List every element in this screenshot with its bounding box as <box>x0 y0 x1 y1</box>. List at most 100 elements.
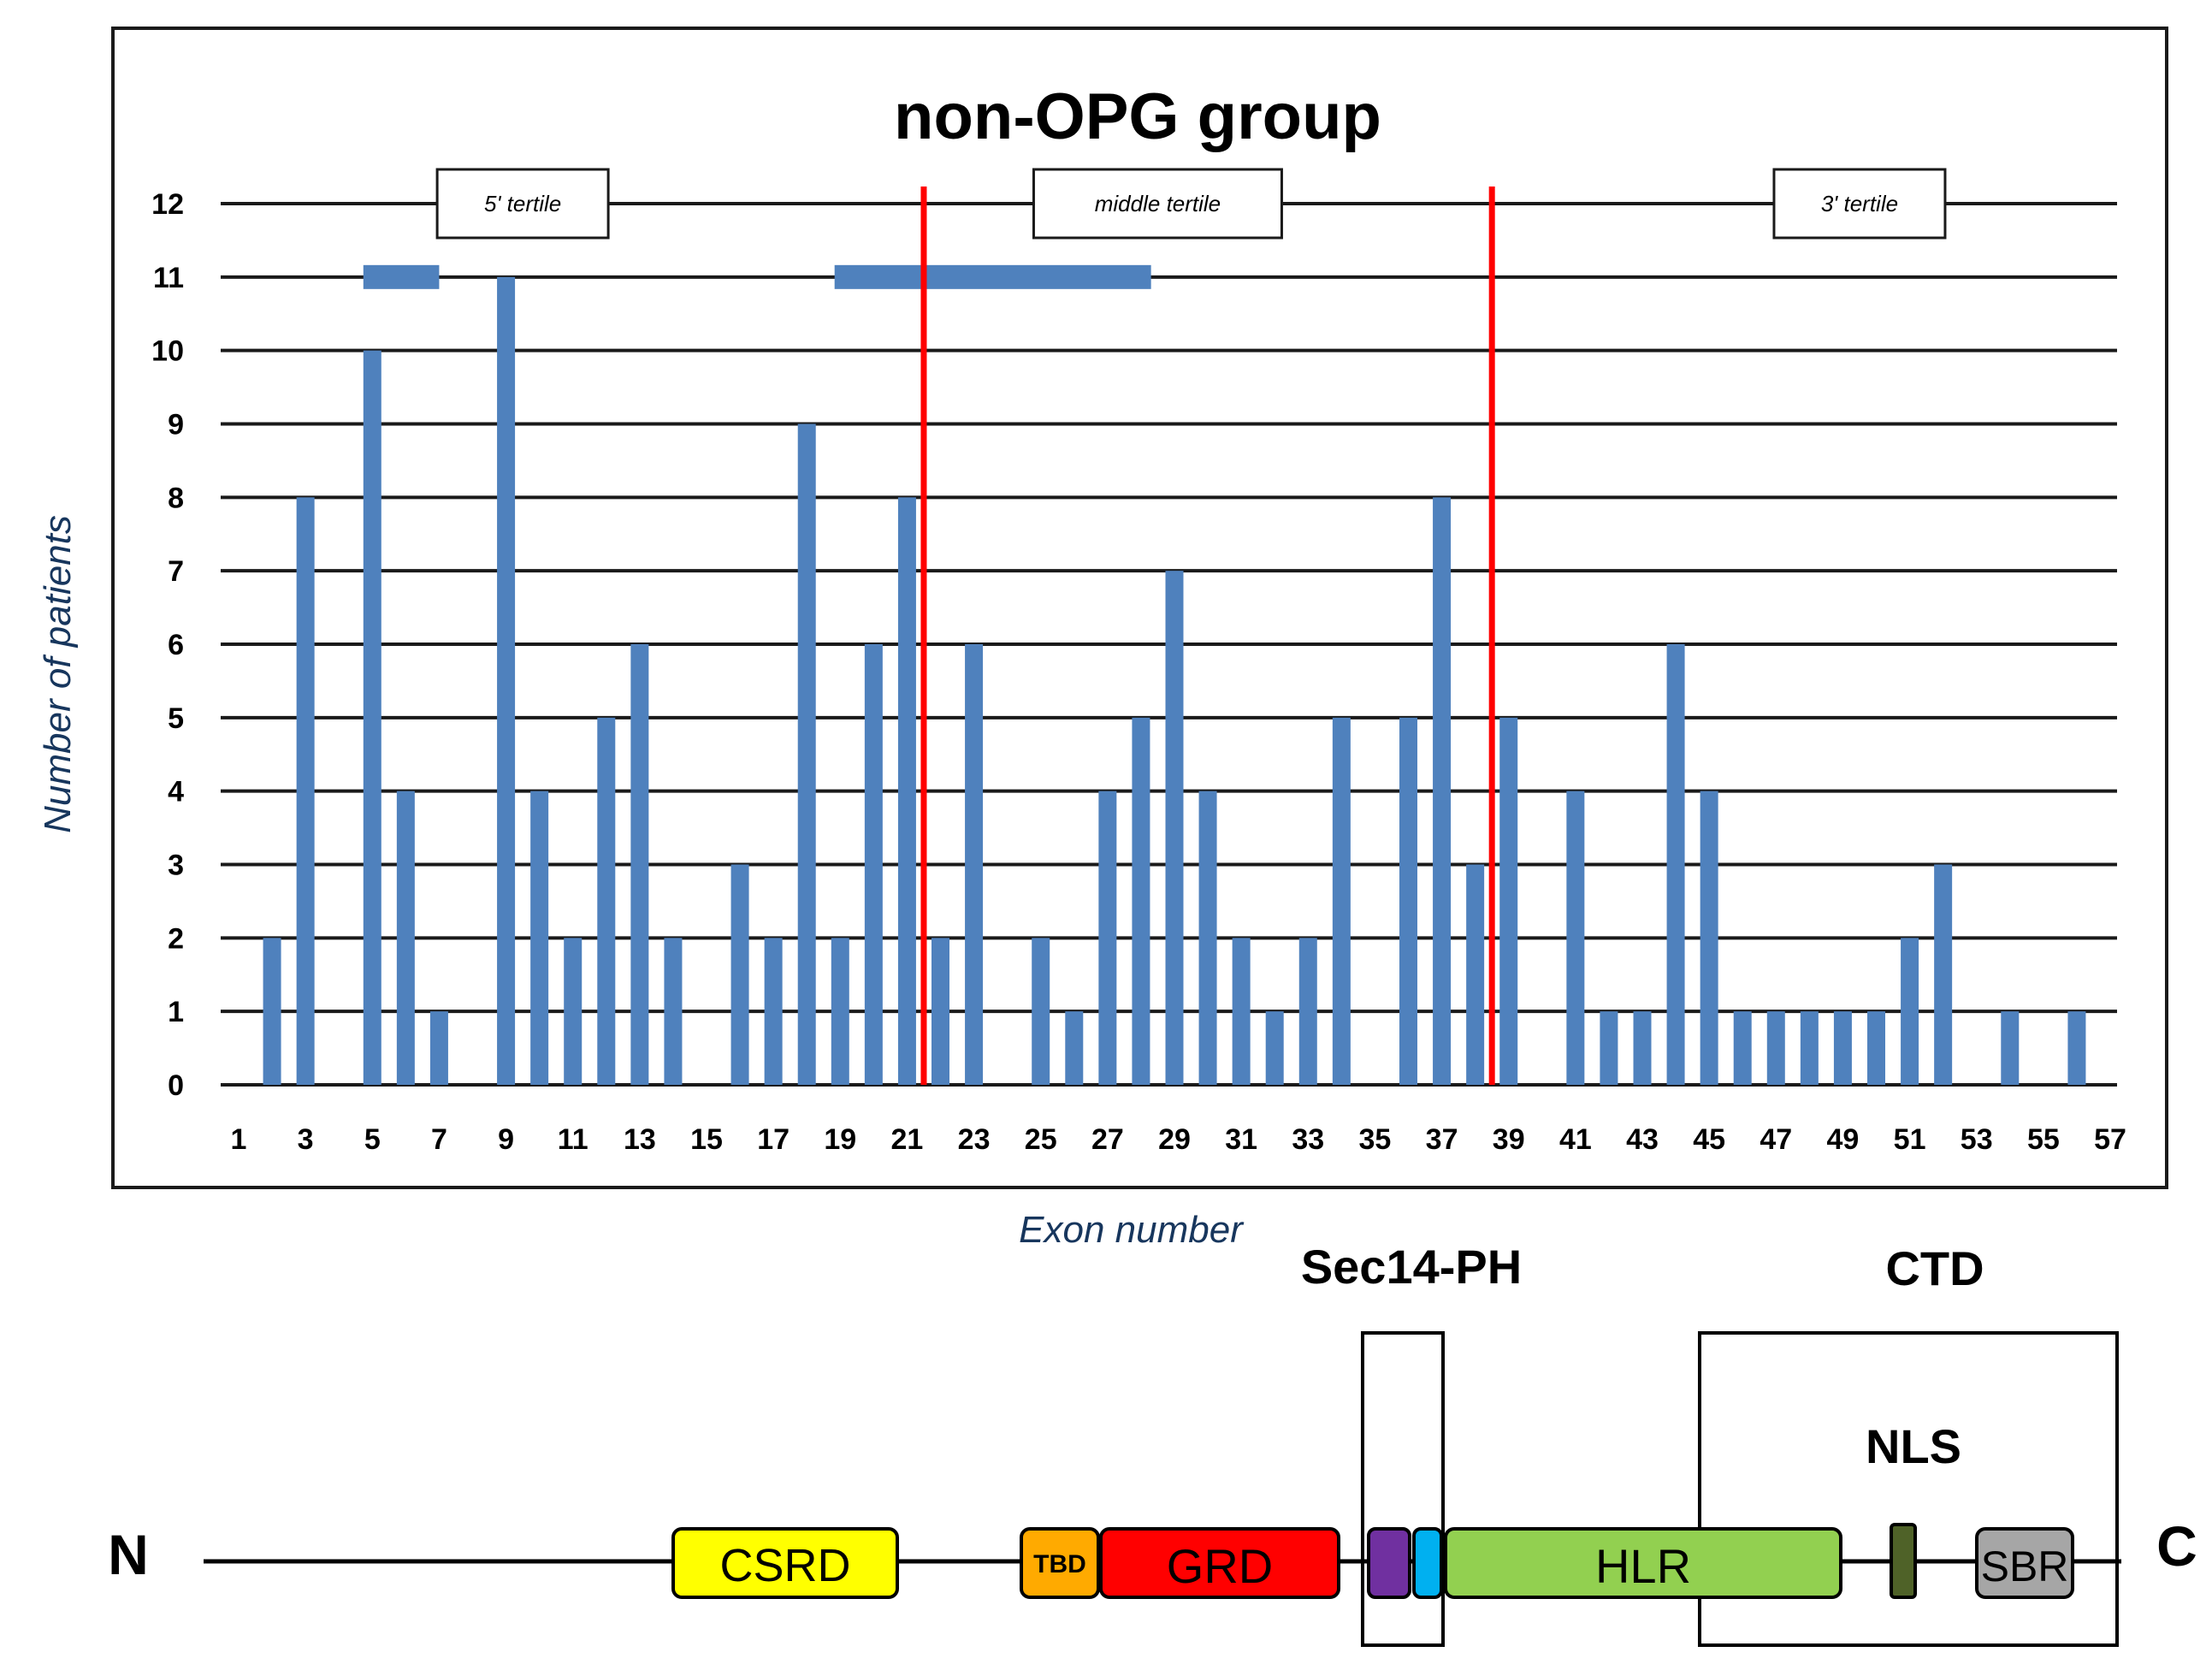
bar <box>797 423 816 1085</box>
bar <box>1198 791 1217 1085</box>
n-terminus-label: N <box>108 1523 149 1586</box>
bar <box>1433 497 1452 1085</box>
tertile-label-text: 5' tertile <box>484 191 561 216</box>
ph-domain <box>1412 1527 1443 1599</box>
hotspot-marker <box>363 264 440 289</box>
bar <box>1934 864 1953 1085</box>
bar <box>1499 717 1518 1085</box>
tbd-domain-label: TBD <box>1033 1550 1086 1578</box>
y-tick-label: 0 <box>168 1069 184 1102</box>
bar <box>1733 1011 1752 1085</box>
x-tick-label: 57 <box>2094 1123 2126 1156</box>
y-tick-label: 12 <box>151 188 184 221</box>
bar <box>1833 1011 1852 1085</box>
bar <box>497 276 516 1085</box>
tertile-label-frame <box>1032 168 1283 240</box>
bar <box>1332 717 1351 1085</box>
x-tick-label: 13 <box>624 1123 656 1156</box>
bar <box>263 938 281 1085</box>
bar <box>1132 717 1150 1085</box>
bar <box>1633 1011 1652 1085</box>
chart-title: non-OPG group <box>894 80 1381 153</box>
y-tick-label: 1 <box>168 996 184 1028</box>
y-tick-label: 5 <box>168 702 184 735</box>
tertile-label-box: 3' tertile <box>1772 168 1947 240</box>
x-tick-label: 53 <box>1961 1123 1993 1156</box>
x-tick-label: 21 <box>891 1123 924 1156</box>
x-tick-label: 23 <box>958 1123 991 1156</box>
y-tick-label: 3 <box>168 850 184 882</box>
x-tick-label: 47 <box>1760 1123 1792 1156</box>
bar <box>1232 938 1251 1085</box>
x-tick-label: 9 <box>498 1123 514 1156</box>
x-tick-label: 25 <box>1025 1123 1057 1156</box>
bar <box>1800 1011 1819 1085</box>
x-tick-label: 19 <box>824 1123 856 1156</box>
bar <box>396 791 415 1085</box>
bar <box>664 938 683 1085</box>
tertile-label-text: middle tertile <box>1095 191 1221 216</box>
sec14-domain <box>1367 1527 1411 1599</box>
tertile-label-frame <box>435 168 610 240</box>
hotspot-marker <box>834 264 1151 289</box>
bar <box>597 717 616 1085</box>
x-tick-label: 5 <box>364 1123 381 1156</box>
tertile-dividers <box>920 187 1495 1085</box>
x-tick-label: 37 <box>1426 1123 1458 1156</box>
tertile-label-text: 3' tertile <box>1821 191 1898 216</box>
y-tick-label: 11 <box>153 262 184 294</box>
bar <box>564 938 583 1085</box>
sbr-domain <box>1975 1527 2074 1599</box>
bar <box>1600 1011 1618 1085</box>
x-tick-label: 15 <box>690 1123 723 1156</box>
bar <box>2067 1011 2086 1085</box>
hotspot-markers <box>363 264 1151 289</box>
bar <box>1298 938 1317 1085</box>
x-axis-label: Exon number <box>1019 1209 1245 1251</box>
x-axis-ticks: 1 3 5 7 9 11 13 15 17 19 21 23 25 27 29 31 33 35 37 39 41 43 4… <box>231 1123 2126 1156</box>
bar <box>1098 791 1117 1085</box>
x-tick-label: 17 <box>757 1123 790 1156</box>
y-tick-label: 10 <box>151 335 184 368</box>
x-tick-label: 49 <box>1827 1123 1860 1156</box>
ctd-label: CTD <box>1885 1241 1984 1295</box>
bar <box>1065 1011 1084 1085</box>
x-tick-label: 31 <box>1225 1123 1257 1156</box>
x-tick-label: 27 <box>1091 1123 1124 1156</box>
csrd-domain-label: CSRD <box>719 1540 850 1591</box>
bar <box>363 350 381 1086</box>
bar <box>1700 791 1718 1085</box>
bar <box>1165 571 1184 1085</box>
bar <box>296 497 315 1085</box>
x-tick-label: 33 <box>1292 1123 1324 1156</box>
bar <box>1032 938 1050 1085</box>
bar <box>1466 864 1485 1085</box>
x-tick-label: 43 <box>1626 1123 1659 1156</box>
bar <box>1901 938 1919 1085</box>
bar <box>1766 1011 1785 1085</box>
hlr-domain <box>1444 1527 1842 1599</box>
protein-diagram: N C Sec14-PH CTD NLS CSRD TBD GRD HLR SB… <box>108 1240 2197 1647</box>
bar <box>932 938 949 1085</box>
bars <box>263 276 2086 1086</box>
x-tick-label: 29 <box>1158 1123 1191 1156</box>
bar <box>864 644 883 1085</box>
nls-label: NLS <box>1866 1419 1961 1473</box>
x-tick-label: 39 <box>1493 1123 1525 1156</box>
bar <box>530 791 549 1085</box>
c-terminus-label: C <box>2156 1514 2197 1578</box>
y-tick-label: 6 <box>168 629 184 661</box>
hlr-domain-label: HLR <box>1595 1539 1691 1593</box>
x-tick-label: 51 <box>1894 1123 1926 1156</box>
bar <box>831 938 849 1085</box>
y-tick-label: 4 <box>168 776 184 808</box>
sec14-ph-label: Sec14-PH <box>1301 1240 1522 1294</box>
tertile-label-frame <box>1772 168 1947 240</box>
x-tick-label: 35 <box>1359 1123 1392 1156</box>
y-tick-label: 8 <box>168 482 184 514</box>
sbr-domain-label: SBR <box>1981 1543 2069 1590</box>
x-tick-label: 45 <box>1693 1123 1725 1156</box>
sec14-ph-region-box <box>1361 1331 1445 1647</box>
